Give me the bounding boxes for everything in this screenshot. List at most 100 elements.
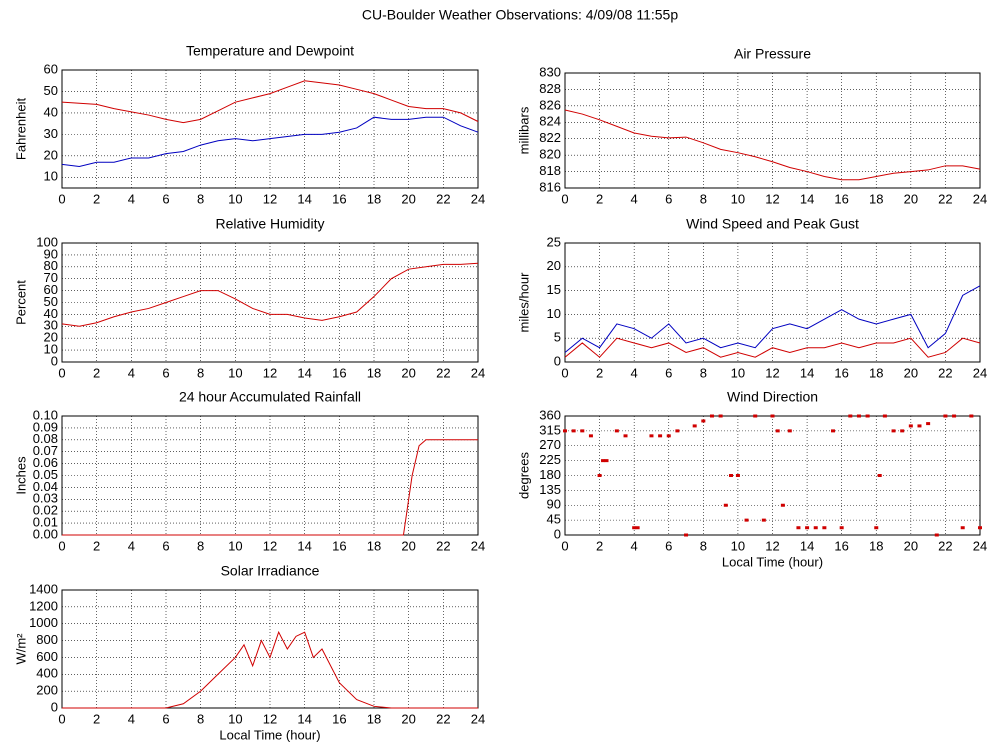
x-tick-label: 8 bbox=[700, 365, 707, 380]
x-tick-label: 12 bbox=[765, 191, 779, 206]
y-tick-label: 180 bbox=[539, 467, 561, 482]
x-tick-label: 14 bbox=[297, 191, 311, 206]
y-tick-label: 15 bbox=[547, 282, 561, 297]
chart-title: Air Pressure bbox=[734, 46, 811, 62]
y-tick-label: 315 bbox=[539, 422, 561, 437]
x-tick-label: 4 bbox=[128, 711, 135, 726]
y-tick-label: 30 bbox=[44, 318, 58, 333]
x-tick-label: 18 bbox=[367, 365, 381, 380]
scatter-point bbox=[969, 414, 974, 418]
y-tick-label: 600 bbox=[36, 649, 58, 664]
y-axis-label: W/m² bbox=[13, 633, 28, 665]
y-tick-label: 10 bbox=[44, 342, 58, 357]
y-tick-label: 1000 bbox=[29, 615, 58, 630]
y-tick-label: 0 bbox=[51, 353, 58, 368]
scatter-point bbox=[723, 503, 728, 507]
x-tick-label: 14 bbox=[800, 538, 814, 553]
line-series bbox=[62, 439, 478, 536]
y-axis-label: Inches bbox=[13, 456, 28, 495]
x-tick-label: 2 bbox=[93, 191, 100, 206]
scatter-point bbox=[658, 434, 663, 438]
x-tick-label: 16 bbox=[834, 538, 848, 553]
x-tick-label: 16 bbox=[834, 191, 848, 206]
x-tick-label: 24 bbox=[471, 191, 485, 206]
y-tick-label: 0.05 bbox=[33, 467, 58, 482]
x-tick-label: 2 bbox=[596, 191, 603, 206]
x-tick-label: 12 bbox=[263, 365, 277, 380]
page-title: CU-Boulder Weather Observations: 4/09/08… bbox=[362, 7, 678, 23]
y-tick-label: 0.10 bbox=[33, 407, 58, 422]
scatter-point bbox=[943, 414, 948, 418]
scatter-point bbox=[775, 429, 780, 433]
scatter-point bbox=[831, 429, 836, 433]
x-tick-label: 8 bbox=[197, 711, 204, 726]
scatter-point bbox=[623, 434, 628, 438]
x-tick-label: 6 bbox=[162, 191, 169, 206]
x-tick-label: 2 bbox=[93, 365, 100, 380]
y-tick-label: 0.09 bbox=[33, 419, 58, 434]
chart-title: Temperature and Dewpoint bbox=[186, 43, 354, 59]
x-tick-label: 4 bbox=[631, 365, 638, 380]
y-tick-label: 10 bbox=[44, 169, 58, 184]
y-tick-label: 820 bbox=[539, 147, 561, 162]
scatter-point bbox=[796, 526, 801, 530]
plot-frame bbox=[564, 242, 981, 363]
scatter-point bbox=[865, 414, 870, 418]
y-tick-label: 0.02 bbox=[33, 503, 58, 518]
x-tick-label: 6 bbox=[162, 538, 169, 553]
y-tick-label: 0.03 bbox=[33, 491, 58, 506]
x-tick-label: 2 bbox=[93, 711, 100, 726]
y-tick-label: 0.04 bbox=[33, 479, 58, 494]
x-tick-label: 10 bbox=[228, 191, 242, 206]
y-tick-label: 822 bbox=[539, 130, 561, 145]
x-tick-label: 20 bbox=[401, 191, 415, 206]
scatter-point bbox=[744, 518, 749, 522]
y-tick-label: 90 bbox=[547, 497, 561, 512]
x-tick-label: 24 bbox=[471, 538, 485, 553]
x-tick-label: 20 bbox=[904, 365, 918, 380]
scatter-point bbox=[701, 419, 706, 423]
x-tick-label: 22 bbox=[436, 191, 450, 206]
x-axis-label: Local Time (hour) bbox=[219, 727, 320, 742]
y-axis-label: degrees bbox=[516, 452, 531, 499]
line-series bbox=[61, 80, 479, 124]
x-tick-label: 0 bbox=[58, 365, 65, 380]
x-tick-label: 16 bbox=[332, 365, 346, 380]
x-tick-label: 6 bbox=[162, 711, 169, 726]
x-tick-label: 22 bbox=[436, 538, 450, 553]
y-tick-label: 100 bbox=[36, 234, 58, 249]
line-series bbox=[564, 285, 981, 353]
x-tick-label: 0 bbox=[58, 711, 65, 726]
x-tick-label: 10 bbox=[228, 711, 242, 726]
y-axis-label: millibars bbox=[516, 106, 531, 154]
line-series bbox=[61, 116, 479, 168]
plot-frame bbox=[564, 72, 981, 189]
x-tick-label: 16 bbox=[332, 538, 346, 553]
y-tick-label: 60 bbox=[44, 61, 58, 76]
x-tick-label: 14 bbox=[800, 365, 814, 380]
y-tick-label: 824 bbox=[539, 114, 561, 129]
x-tick-label: 4 bbox=[631, 191, 638, 206]
scatter-point bbox=[877, 474, 882, 477]
y-tick-label: 0.01 bbox=[33, 515, 58, 530]
x-tick-label: 8 bbox=[700, 191, 707, 206]
scatter-point bbox=[571, 429, 576, 433]
y-tick-label: 0.00 bbox=[33, 526, 58, 541]
scatter-point bbox=[978, 526, 982, 530]
y-axis-label: Percent bbox=[13, 280, 28, 325]
y-tick-label: 40 bbox=[44, 104, 58, 119]
chart-title: Wind Direction bbox=[727, 389, 818, 405]
x-tick-label: 12 bbox=[765, 365, 779, 380]
scatter-point bbox=[960, 526, 965, 530]
y-tick-label: 800 bbox=[36, 632, 58, 647]
x-tick-label: 4 bbox=[128, 538, 135, 553]
scatter-point bbox=[848, 414, 853, 418]
x-tick-label: 14 bbox=[297, 711, 311, 726]
x-tick-label: 6 bbox=[665, 538, 672, 553]
y-tick-label: 0.06 bbox=[33, 455, 58, 470]
scatter-point bbox=[597, 474, 602, 477]
line-series bbox=[61, 262, 479, 327]
scatter-point bbox=[787, 429, 792, 433]
x-tick-label: 4 bbox=[128, 191, 135, 206]
scatter-point bbox=[908, 424, 913, 428]
